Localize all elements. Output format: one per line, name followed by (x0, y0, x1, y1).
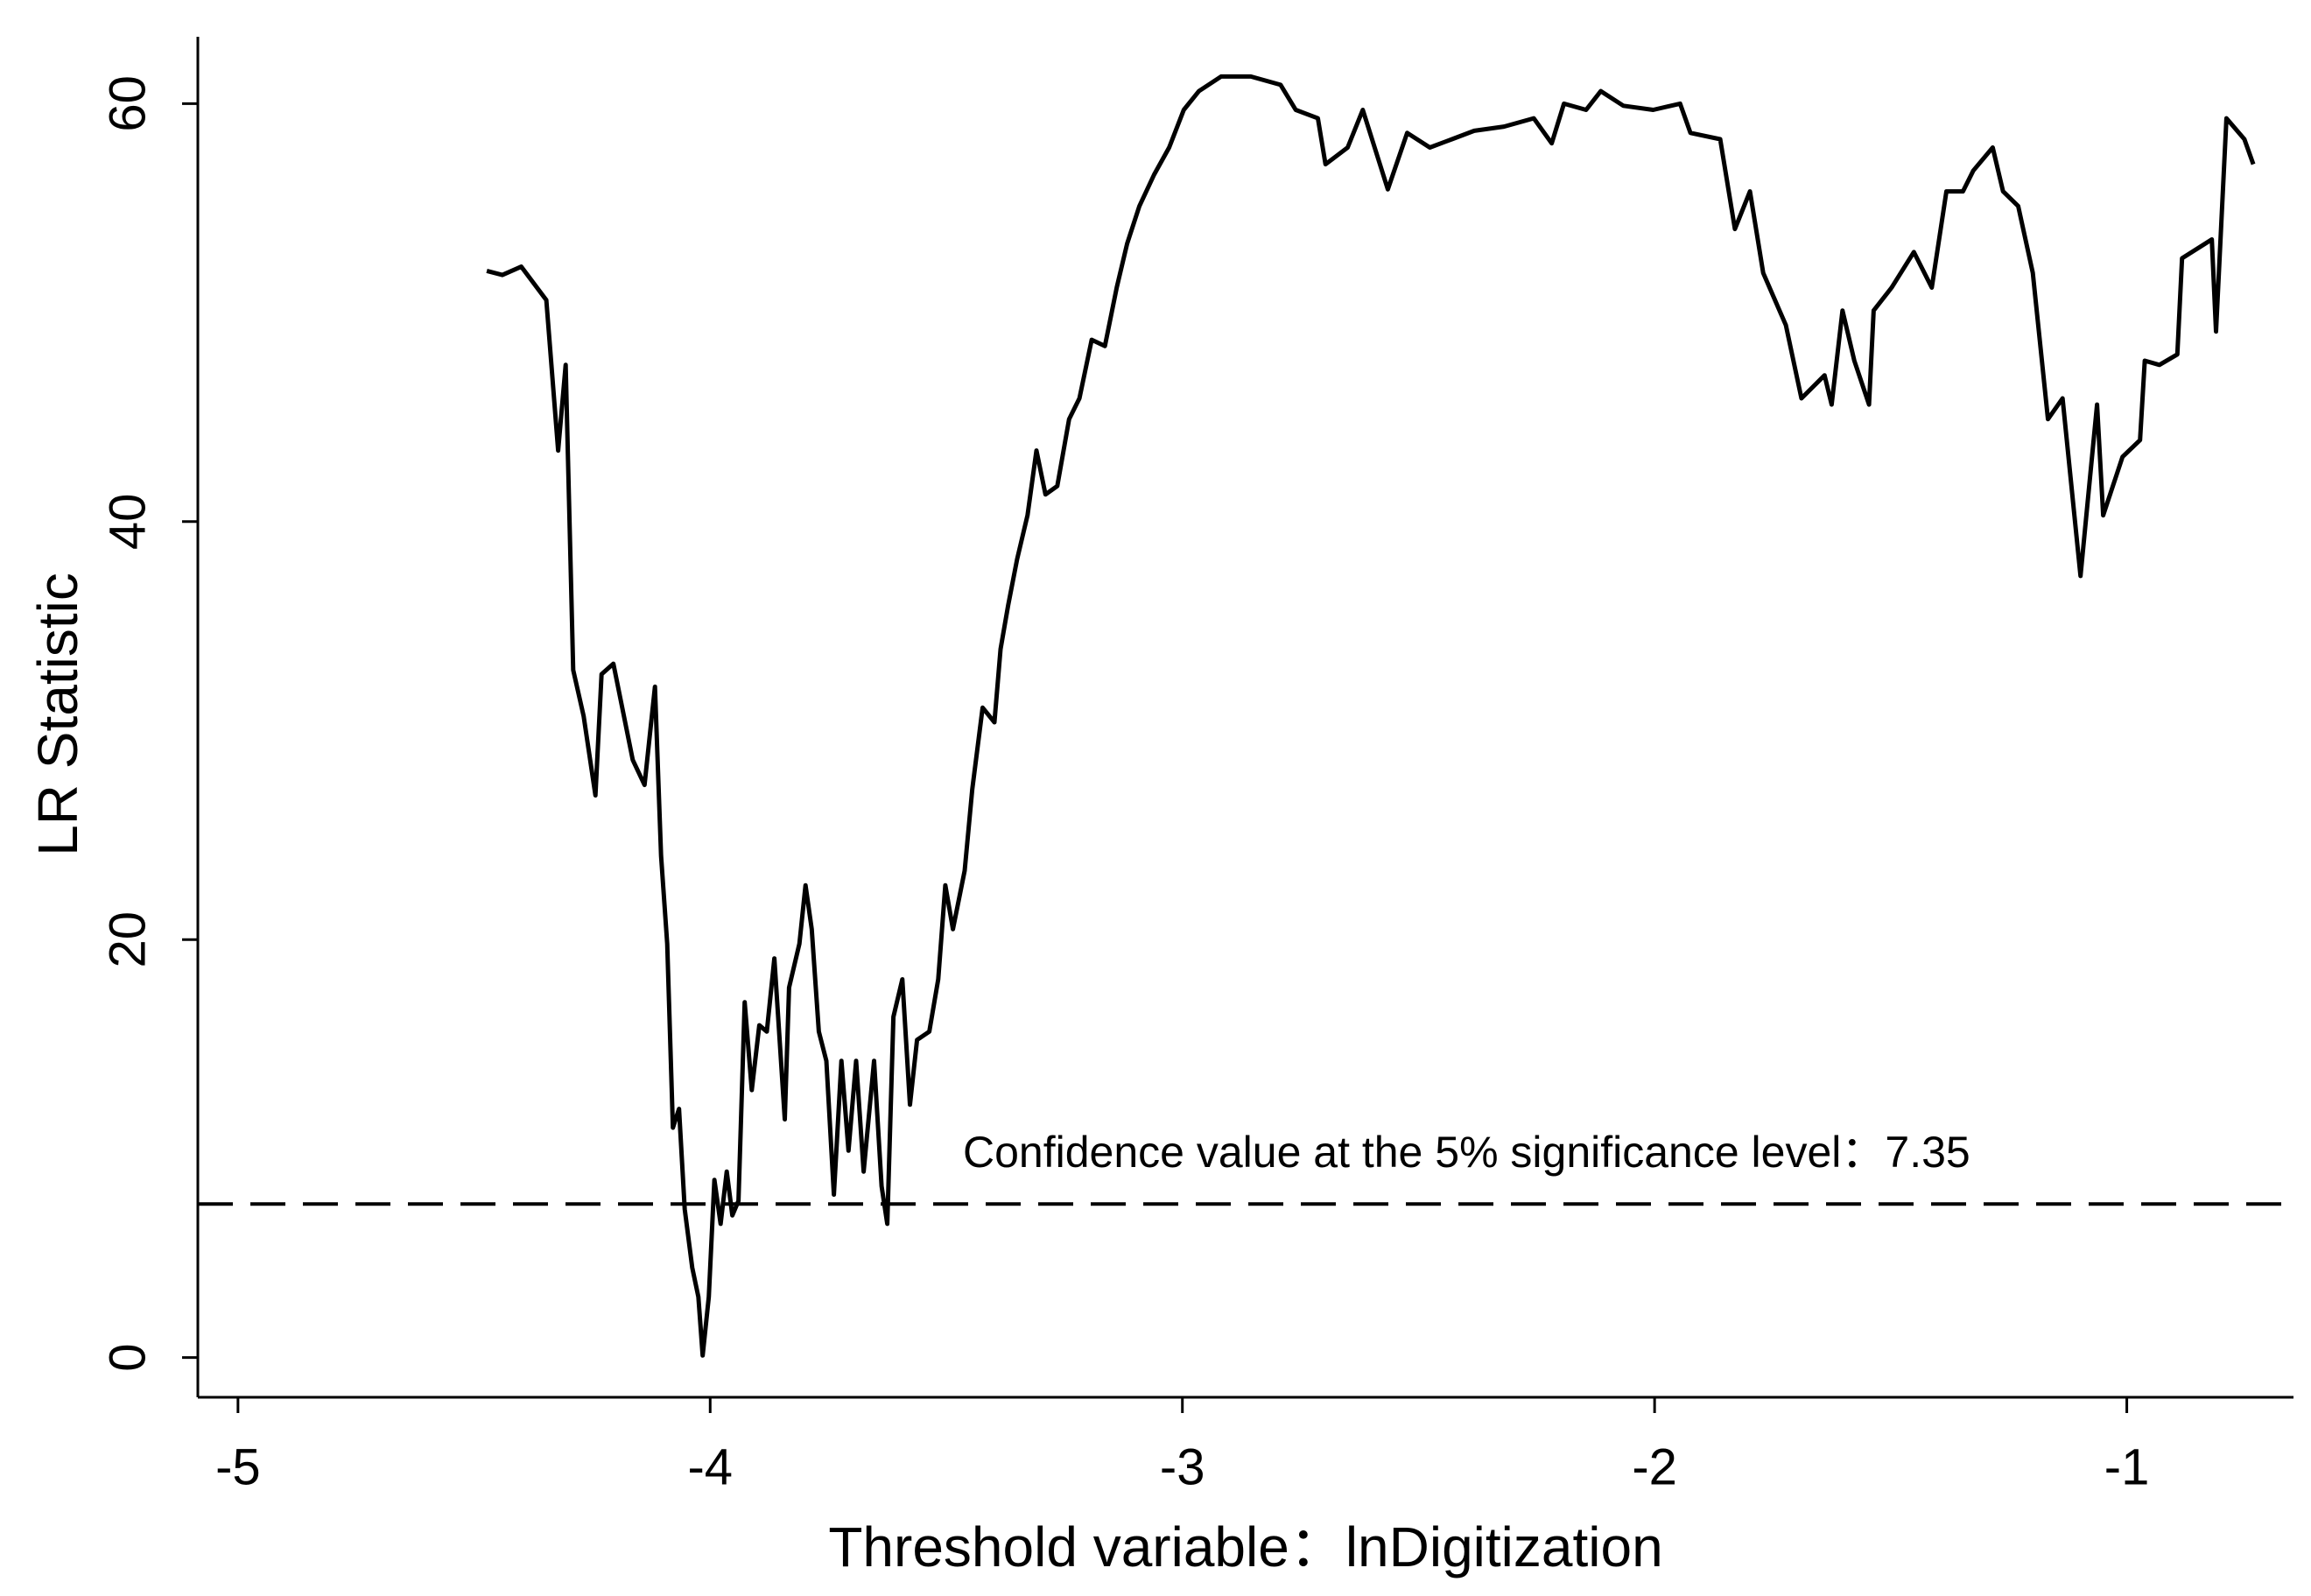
x-axis-title: Threshold variable：lnDigitization (828, 1515, 1662, 1578)
x-tick-label: -2 (1632, 1438, 1677, 1495)
x-tick-label: -1 (2104, 1438, 2150, 1495)
x-tick-label: -3 (1160, 1438, 1205, 1495)
y-axis-title: LR Statistic (26, 573, 89, 856)
y-tick-label: 60 (99, 75, 156, 132)
data-line (486, 74, 2256, 1358)
y-tick-label: 20 (99, 911, 156, 968)
x-tick-label: -4 (687, 1438, 733, 1495)
reference-label: Confidence value at the 5% significance … (963, 1128, 1970, 1177)
x-tick-label: -5 (215, 1438, 261, 1495)
y-tick-label: 0 (99, 1344, 156, 1372)
y-tick-label: 40 (99, 494, 156, 551)
